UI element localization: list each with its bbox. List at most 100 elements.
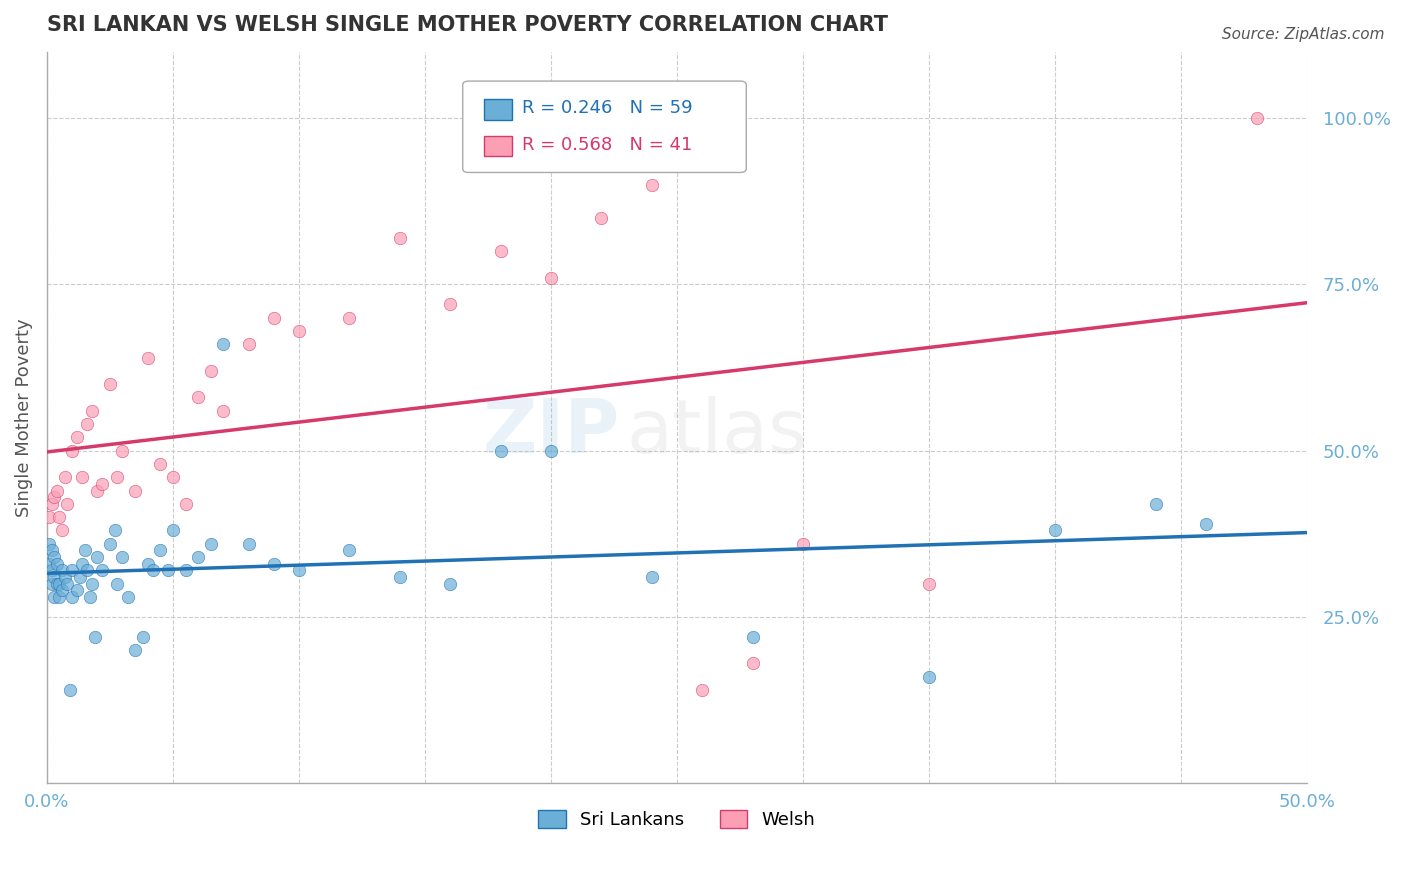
Point xyxy=(41,497,63,511)
Point xyxy=(200,537,222,551)
Point xyxy=(1246,112,1268,126)
Point xyxy=(70,557,93,571)
Point xyxy=(792,537,814,551)
Point xyxy=(124,483,146,498)
Point xyxy=(741,630,763,644)
Point xyxy=(107,576,129,591)
Point xyxy=(104,524,127,538)
Point xyxy=(1195,516,1218,531)
Text: Source: ZipAtlas.com: Source: ZipAtlas.com xyxy=(1222,27,1385,42)
Point xyxy=(187,549,209,564)
Point xyxy=(56,497,79,511)
Point xyxy=(489,443,512,458)
Point xyxy=(46,557,69,571)
Point xyxy=(142,563,165,577)
Point xyxy=(131,630,153,644)
Point xyxy=(48,590,70,604)
Point xyxy=(48,510,70,524)
Point xyxy=(56,576,79,591)
Text: SRI LANKAN VS WELSH SINGLE MOTHER POVERTY CORRELATION CHART: SRI LANKAN VS WELSH SINGLE MOTHER POVERT… xyxy=(46,15,887,35)
Point xyxy=(51,583,73,598)
Point xyxy=(238,337,260,351)
Y-axis label: Single Mother Poverty: Single Mother Poverty xyxy=(15,318,32,516)
Point xyxy=(38,557,60,571)
Text: R = 0.246   N = 59: R = 0.246 N = 59 xyxy=(522,99,693,117)
Text: ZIP: ZIP xyxy=(484,395,620,468)
FancyBboxPatch shape xyxy=(463,81,747,172)
Point xyxy=(46,483,69,498)
Point xyxy=(439,576,461,591)
Point xyxy=(263,557,285,571)
FancyBboxPatch shape xyxy=(484,136,512,156)
Point xyxy=(70,470,93,484)
Point xyxy=(41,563,63,577)
Point xyxy=(124,643,146,657)
Point xyxy=(66,430,89,444)
Point xyxy=(200,364,222,378)
Point xyxy=(53,570,76,584)
Point xyxy=(60,443,83,458)
Point xyxy=(690,683,713,698)
Point xyxy=(149,457,172,471)
Point xyxy=(46,576,69,591)
Point xyxy=(174,563,197,577)
Point xyxy=(1144,497,1167,511)
Point xyxy=(136,351,159,365)
Point xyxy=(69,570,91,584)
Point xyxy=(76,563,98,577)
Point xyxy=(162,470,184,484)
Point xyxy=(540,270,562,285)
Point xyxy=(187,391,209,405)
Point xyxy=(388,231,411,245)
Point xyxy=(91,563,114,577)
Point xyxy=(58,683,80,698)
Point xyxy=(79,590,101,604)
Point xyxy=(918,670,941,684)
Point xyxy=(44,590,66,604)
Point xyxy=(60,563,83,577)
Point xyxy=(156,563,179,577)
Point xyxy=(238,537,260,551)
Point xyxy=(111,443,134,458)
Point xyxy=(98,537,121,551)
Point xyxy=(53,470,76,484)
Point xyxy=(82,404,104,418)
Point xyxy=(117,590,139,604)
Point xyxy=(38,537,60,551)
Point xyxy=(44,490,66,504)
Point xyxy=(918,576,941,591)
Text: atlas: atlas xyxy=(627,395,807,468)
Point xyxy=(174,497,197,511)
Point xyxy=(44,549,66,564)
FancyBboxPatch shape xyxy=(484,99,512,120)
Point xyxy=(439,297,461,311)
Point xyxy=(98,377,121,392)
Point xyxy=(641,570,664,584)
Text: R = 0.568   N = 41: R = 0.568 N = 41 xyxy=(522,136,692,153)
Point xyxy=(73,543,96,558)
Point xyxy=(337,543,360,558)
Point xyxy=(162,524,184,538)
Point xyxy=(288,563,311,577)
Point xyxy=(91,477,114,491)
Point xyxy=(82,576,104,591)
Point xyxy=(540,443,562,458)
Point xyxy=(337,310,360,325)
Point xyxy=(51,563,73,577)
Point xyxy=(41,576,63,591)
Legend: Sri Lankans, Welsh: Sri Lankans, Welsh xyxy=(531,803,823,836)
Point xyxy=(149,543,172,558)
Point xyxy=(1043,524,1066,538)
Point xyxy=(591,211,613,225)
Point xyxy=(107,470,129,484)
Point xyxy=(741,657,763,671)
Point xyxy=(60,590,83,604)
Point xyxy=(41,543,63,558)
Point xyxy=(136,557,159,571)
Point xyxy=(51,524,73,538)
Point xyxy=(641,178,664,192)
Point xyxy=(388,570,411,584)
Point xyxy=(44,570,66,584)
Point xyxy=(76,417,98,431)
Point xyxy=(212,337,235,351)
